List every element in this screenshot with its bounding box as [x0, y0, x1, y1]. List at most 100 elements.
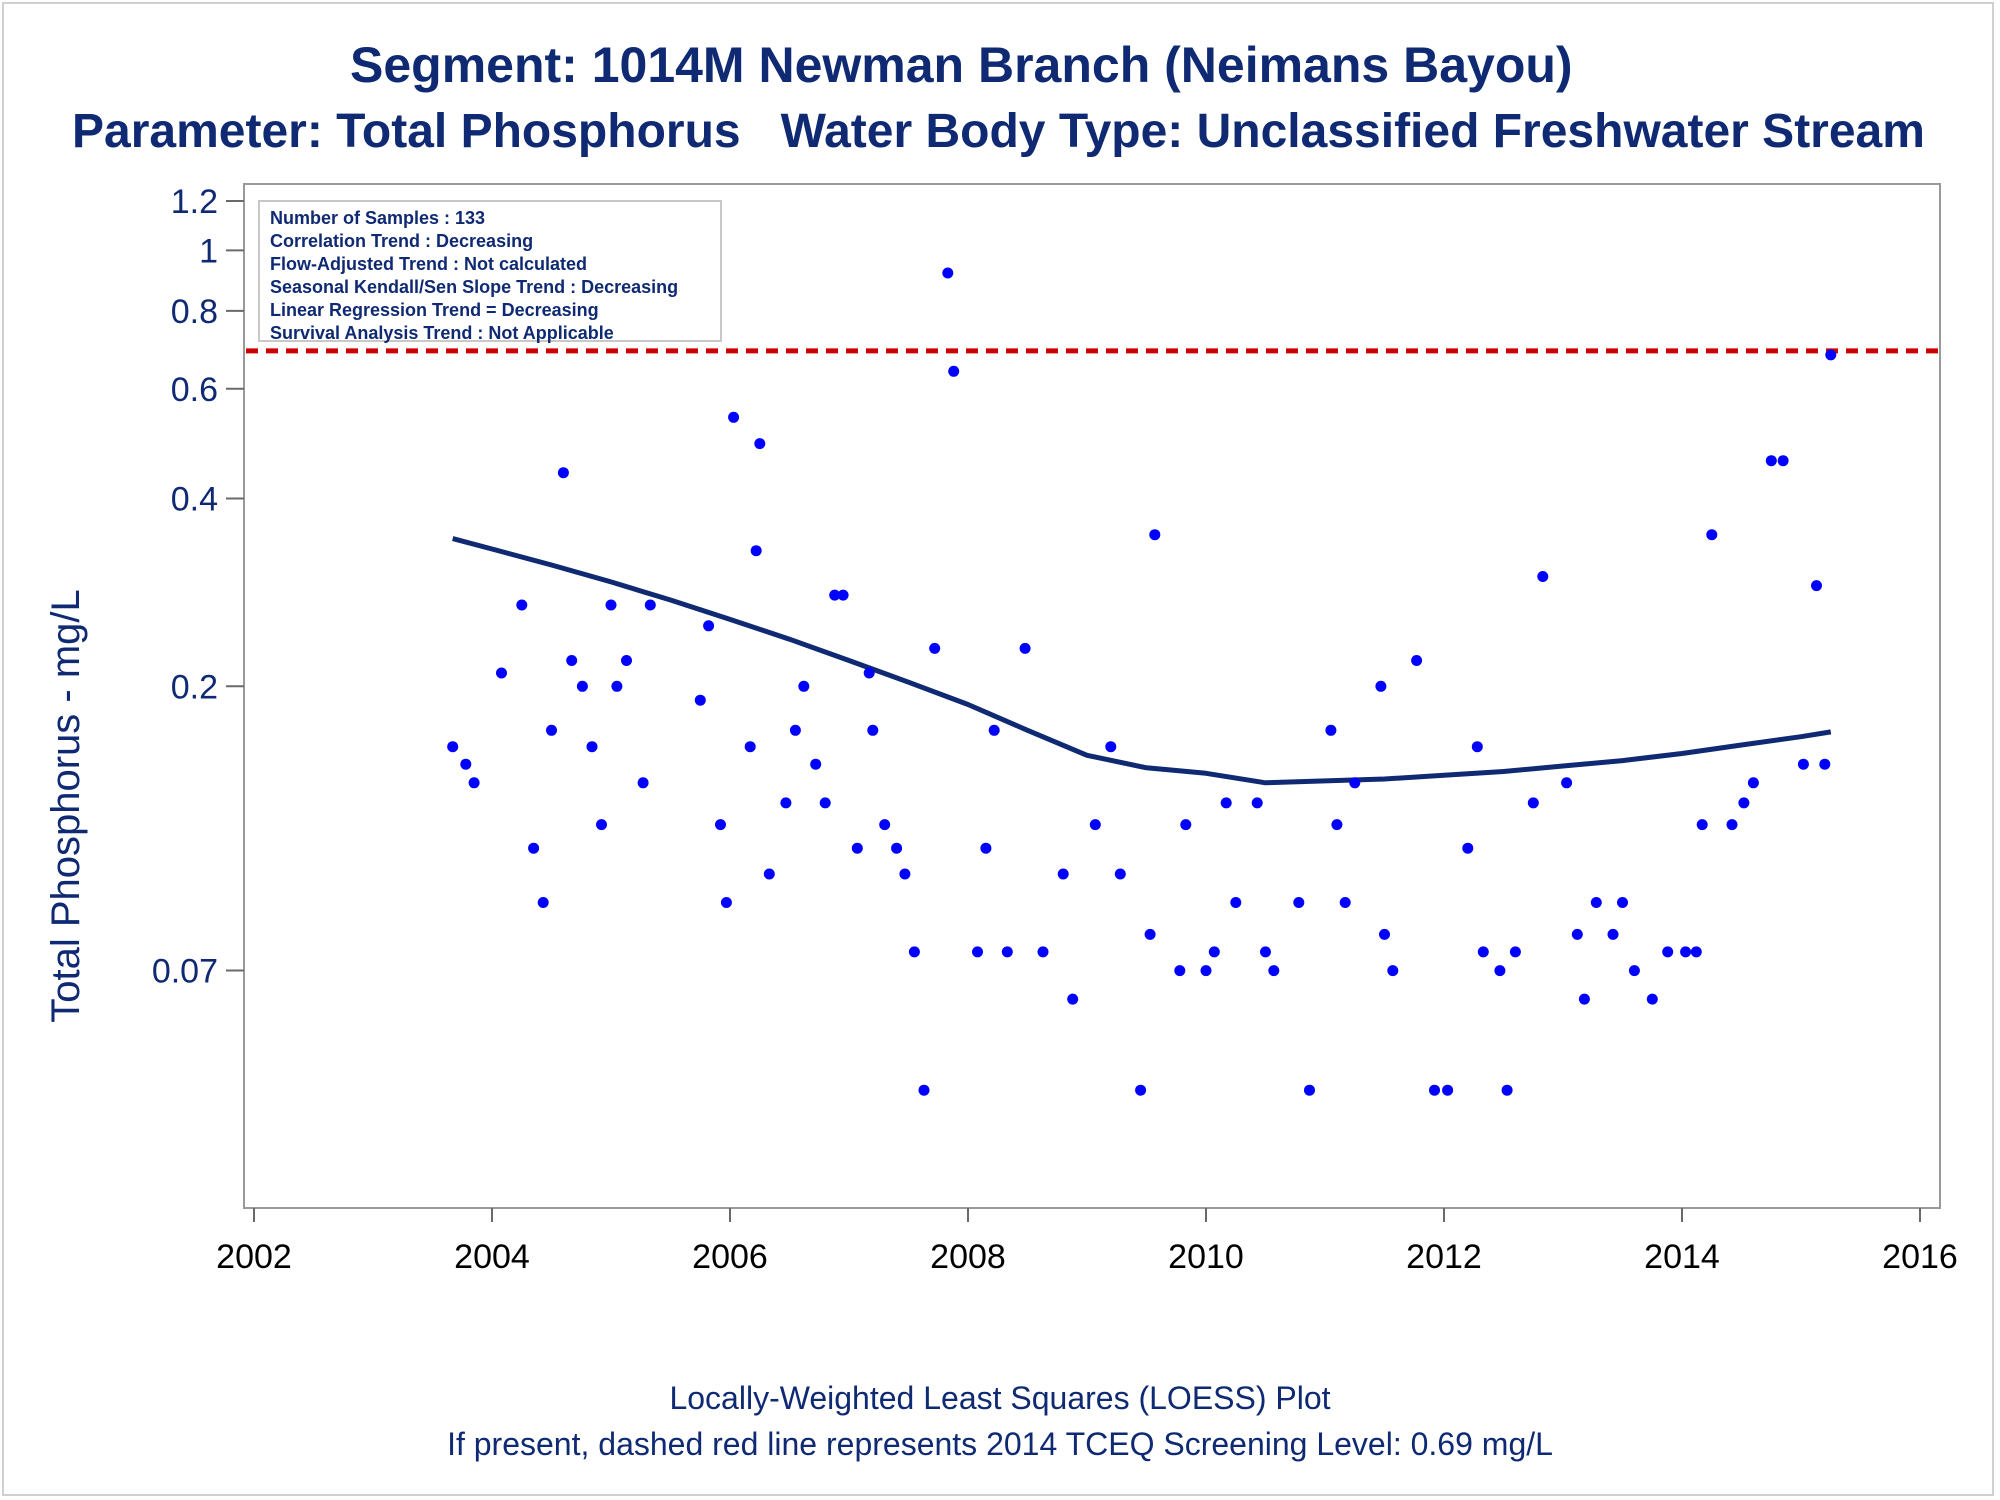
data-point: [1339, 897, 1351, 908]
data-point: [1429, 1084, 1440, 1096]
data-point: [566, 655, 578, 666]
data-point: [1149, 529, 1161, 541]
data-point: [1696, 819, 1708, 831]
data-point: [1001, 946, 1013, 958]
data-point: [1811, 580, 1822, 592]
footer-line-1: Locally-Weighted Least Squares (LOESS) P…: [669, 1380, 1331, 1416]
data-point: [1304, 1084, 1315, 1096]
data-point: [829, 589, 841, 601]
data-point: [557, 467, 569, 479]
data-point: [863, 667, 875, 679]
data-point: [1057, 868, 1069, 880]
data-point: [1114, 868, 1126, 880]
data-point: [460, 758, 472, 770]
data-point: [763, 868, 775, 880]
data-point: [1477, 946, 1489, 958]
chart-subtitle: Parameter: Total Phosphorus Water Body T…: [72, 105, 1925, 158]
data-point: [1561, 777, 1573, 789]
info-flow-adjusted: Flow-Adjusted Trend : Not calculated: [270, 254, 588, 274]
x-tick-label: 2004: [454, 1238, 530, 1276]
data-point: [1706, 529, 1718, 541]
data-point: [1590, 897, 1602, 908]
data-point: [1230, 897, 1242, 908]
data-point: [754, 438, 766, 450]
data-point: [1174, 965, 1186, 977]
data-point: [948, 365, 960, 377]
plot-area: [243, 183, 1941, 1209]
data-point: [789, 724, 801, 736]
data-point: [1411, 655, 1423, 666]
data-point: [1037, 946, 1049, 958]
x-tick-label: 2008: [930, 1238, 1006, 1276]
data-point: [637, 777, 649, 789]
data-point: [1379, 928, 1390, 940]
data-point: [1747, 777, 1759, 789]
data-point: [1200, 965, 1212, 977]
data-point: [1662, 946, 1674, 958]
data-point: [918, 1084, 930, 1096]
y-tick-label: 0.2: [171, 668, 218, 706]
y-tick-label: 0.6: [171, 371, 218, 409]
data-point: [1471, 741, 1483, 753]
data-point: [703, 620, 715, 632]
data-point: [1797, 758, 1809, 770]
info-linear-regression: Linear Regression Trend = Decreasing: [270, 300, 599, 320]
data-point: [988, 724, 1000, 736]
data-point: [728, 411, 740, 423]
data-point: [611, 680, 623, 692]
data-point: [1260, 946, 1271, 958]
data-point: [1067, 993, 1079, 1005]
data-point: [1251, 797, 1263, 809]
data-point: [447, 741, 459, 753]
data-point: [715, 819, 726, 831]
data-point: [1726, 819, 1738, 831]
y-tick-label: 0.07: [152, 953, 218, 991]
data-point: [596, 819, 607, 831]
data-point: [1135, 1084, 1147, 1096]
data-point: [908, 946, 920, 958]
data-point: [780, 797, 792, 809]
data-point: [1680, 946, 1692, 958]
data-point: [516, 599, 528, 611]
data-point: [1462, 842, 1474, 854]
data-point: [1646, 993, 1658, 1005]
data-point: [1765, 455, 1777, 467]
data-point: [980, 842, 992, 854]
info-seasonal-kendall: Seasonal Kendall/Sen Slope Trend : Decre…: [270, 277, 679, 297]
x-tick-label: 2012: [1406, 1238, 1482, 1276]
data-point: [528, 842, 540, 854]
data-point: [837, 589, 849, 601]
data-point: [879, 819, 891, 831]
data-point: [1825, 349, 1837, 361]
info-survival-analysis: Survival Analysis Trend : Not Applicable: [270, 323, 614, 343]
data-point: [972, 946, 983, 958]
data-point: [942, 267, 954, 279]
y-axis: 1.2 1 0.8 0.6 0.4 0.2 0.07: [152, 183, 244, 991]
data-point: [1208, 946, 1220, 958]
loess-curve: [452, 536, 1832, 786]
data-point: [586, 741, 598, 753]
data-point: [1578, 993, 1590, 1005]
data-point: [798, 680, 810, 692]
data-point: [1819, 758, 1831, 770]
data-point: [1501, 1084, 1513, 1096]
data-point: [750, 545, 762, 557]
data-point: [546, 724, 557, 736]
data-point: [1777, 455, 1789, 467]
data-point: [1738, 797, 1750, 809]
data-point: [1331, 819, 1343, 831]
trend-info-box: Number of Samples : 133 Correlation Tren…: [258, 200, 722, 343]
data-point: [1509, 946, 1521, 958]
info-samples: Number of Samples : 133: [270, 208, 486, 228]
data-point: [744, 741, 756, 753]
data-point: [1537, 571, 1549, 582]
x-tick-label: 2002: [216, 1238, 292, 1276]
y-tick-label: 1.2: [171, 183, 218, 221]
data-point: [1628, 965, 1640, 977]
data-point: [810, 758, 822, 770]
data-point: [1325, 724, 1337, 736]
y-tick-label: 0.4: [171, 481, 218, 519]
y-tick-label: 0.8: [171, 293, 218, 331]
